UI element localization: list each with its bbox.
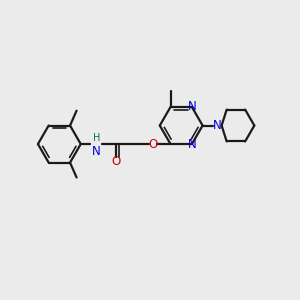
Text: N: N — [92, 145, 100, 158]
Text: N: N — [188, 138, 196, 151]
Text: O: O — [112, 155, 121, 168]
Text: N: N — [188, 100, 196, 113]
Text: N: N — [213, 119, 222, 132]
Text: H: H — [92, 133, 100, 143]
Text: O: O — [148, 138, 157, 151]
